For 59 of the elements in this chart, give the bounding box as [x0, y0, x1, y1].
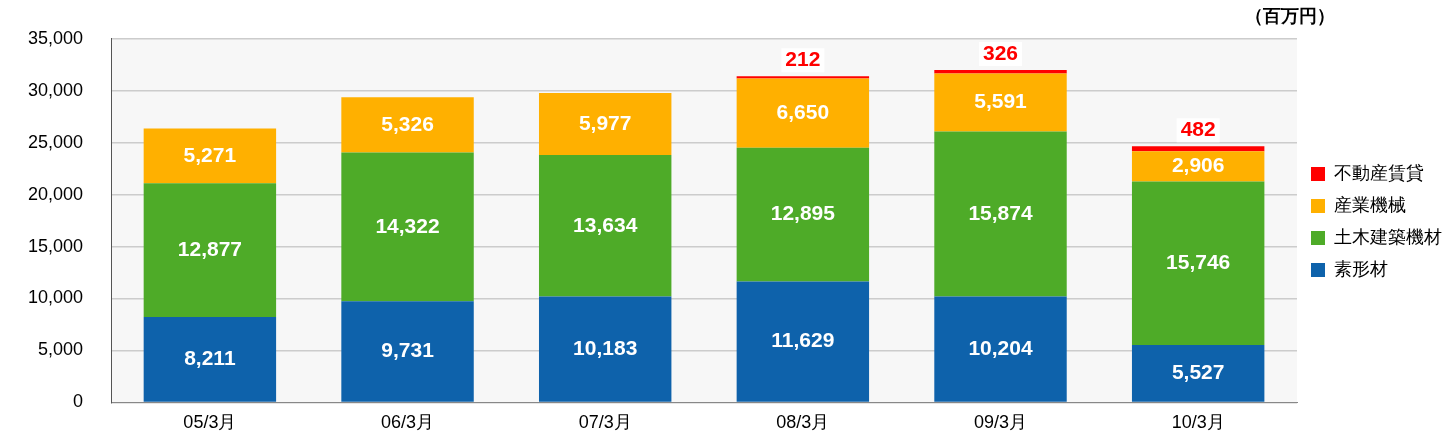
data-label: 212 — [785, 47, 821, 71]
data-label: 9,731 — [381, 338, 435, 362]
bar — [736, 76, 870, 79]
y-tick-label: 30,000 — [27, 79, 84, 100]
y-tick-label: 15,000 — [27, 235, 84, 256]
y-tick-label: 35,000 — [27, 27, 84, 48]
data-label: 10,183 — [573, 335, 638, 359]
x-tick-label: 08/3月 — [776, 412, 830, 433]
x-tick-label: 06/3月 — [381, 412, 435, 433]
data-label: 5,591 — [974, 89, 1028, 113]
data-label: 5,271 — [183, 142, 237, 166]
data-label: 5,326 — [381, 111, 434, 135]
bar — [934, 296, 1067, 402]
data-label: 6,650 — [776, 99, 830, 123]
data-label: 11,629 — [771, 328, 835, 352]
bar — [934, 131, 1067, 297]
data-label: 2,906 — [1171, 153, 1225, 177]
y-tick-label: 0 — [73, 391, 84, 412]
text: （百万円） — [1245, 5, 1335, 28]
bar — [736, 281, 870, 402]
data-label: 12,895 — [770, 201, 836, 225]
bar — [1131, 181, 1265, 345]
legend-label: 土木建築機材 — [1334, 226, 1442, 247]
data-label: 5,527 — [1171, 360, 1225, 384]
bar — [341, 97, 474, 153]
y-tick-label: 10,000 — [27, 287, 84, 308]
bar — [538, 92, 672, 155]
bar — [143, 183, 277, 318]
y-tick-label: 5,000 — [38, 339, 84, 360]
bar — [934, 73, 1067, 132]
data-label: 12,877 — [177, 237, 242, 261]
data-label: 5,977 — [578, 110, 632, 134]
bar — [538, 296, 672, 402]
bar — [736, 147, 870, 282]
bar — [143, 317, 277, 402]
y-tick-label: 20,000 — [27, 183, 84, 204]
x-tick-label: 07/3月 — [578, 412, 632, 433]
legend-label: 素形材 — [1334, 258, 1388, 279]
data-label: 14,322 — [375, 213, 440, 237]
data-label: 482 — [1180, 117, 1216, 140]
data-label: 326 — [982, 40, 1019, 64]
data-label: 8,211 — [184, 346, 236, 370]
bar — [341, 301, 474, 402]
data-label: 15,746 — [1166, 249, 1231, 273]
data-label: 13,634 — [573, 212, 638, 236]
bar — [1131, 146, 1265, 152]
data-label: 10,204 — [968, 335, 1033, 359]
bar — [538, 154, 672, 297]
legend-label: 不動産賃貸 — [1334, 162, 1424, 183]
x-tick-label: 09/3月 — [973, 412, 1028, 433]
bar — [736, 78, 870, 148]
y-tick-label: 25,000 — [27, 131, 84, 152]
x-tick-label: 05/3月 — [183, 412, 237, 433]
bar — [1131, 344, 1265, 402]
legend-label: 産業機械 — [1334, 194, 1406, 215]
bar — [341, 152, 474, 302]
x-tick-label: 10/3月 — [1171, 412, 1225, 433]
data-label: 15,874 — [968, 200, 1033, 224]
bar — [143, 128, 277, 184]
